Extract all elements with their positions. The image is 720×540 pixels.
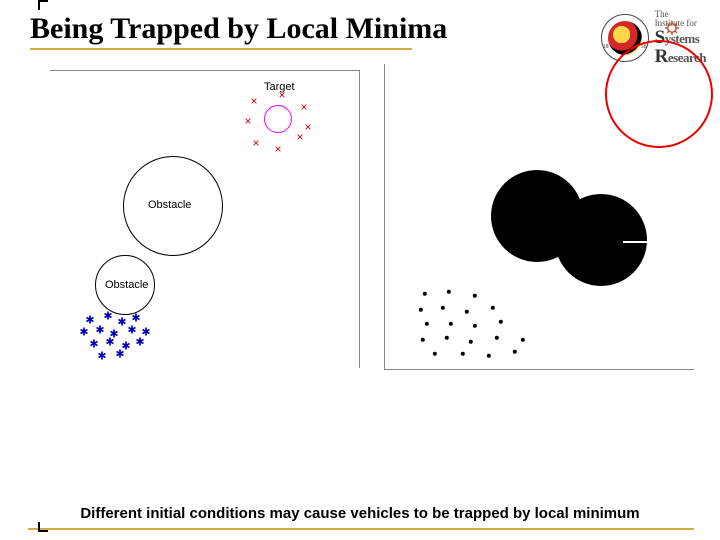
disc-spoke [623,241,647,243]
dot-marker [465,310,469,314]
obstacle-label-1: Obstacle [148,199,191,211]
slide-header: Being Trapped by Local Minima 18 56 The … [0,0,720,52]
star-marker: ✱ [105,338,114,349]
star-marker: ✱ [131,314,140,325]
x-marker: × [296,131,303,143]
dot-marker [441,306,445,310]
x-marker: × [274,143,281,155]
star-marker: ✱ [89,340,98,351]
dot-marker [473,294,477,298]
star-marker: ✱ [115,350,124,361]
dot-marker [469,340,473,344]
dot-marker [447,290,451,294]
footer-underline [28,528,694,530]
dot-marker [521,338,525,342]
star-marker: ✱ [79,328,88,339]
x-marker: × [304,121,311,133]
footer-caption: Different initial conditions may cause v… [0,505,720,522]
star-marker: ✱ [117,318,126,329]
dot-marker [491,306,495,310]
obstacle-label-2: Obstacle [105,279,148,291]
star-marker: ✱ [103,312,112,323]
x-marker: × [252,137,259,149]
dot-marker [495,336,499,340]
right-panel [384,64,694,370]
dot-marker [487,354,491,358]
x-marker: × [250,95,257,107]
dot-marker [421,338,425,342]
gear-icon [665,21,679,35]
star-marker: ✱ [85,316,94,327]
black-disc-2 [555,194,647,286]
star-marker: ✱ [97,352,106,363]
x-marker: × [300,101,307,113]
dot-marker [513,350,517,354]
star-marker: ✱ [135,338,144,349]
dot-marker [423,292,427,296]
x-marker: × [244,115,251,127]
dot-marker [445,336,449,340]
slide-title: Being Trapped by Local Minima [30,12,447,46]
diagram-content: ObstacleObstacleTarget××××××××✱✱✱✱✱✱✱✱✱✱… [0,52,720,472]
dot-marker [419,308,423,312]
star-marker: ✱ [127,326,136,337]
target-circle [264,105,292,133]
x-marker: × [278,89,285,101]
dot-marker [499,320,503,324]
star-marker: ✱ [95,326,104,337]
seal-year-left: 18 [603,44,609,50]
corner-mark [38,522,40,532]
title-underline [30,48,412,50]
dot-marker [433,352,437,356]
left-panel: ObstacleObstacleTarget××××××××✱✱✱✱✱✱✱✱✱✱… [50,70,360,368]
dot-marker [449,322,453,326]
dot-marker [425,322,429,326]
red-open-circle [605,40,713,148]
corner-mark [38,0,40,10]
dot-marker [473,324,477,328]
dot-marker [461,352,465,356]
